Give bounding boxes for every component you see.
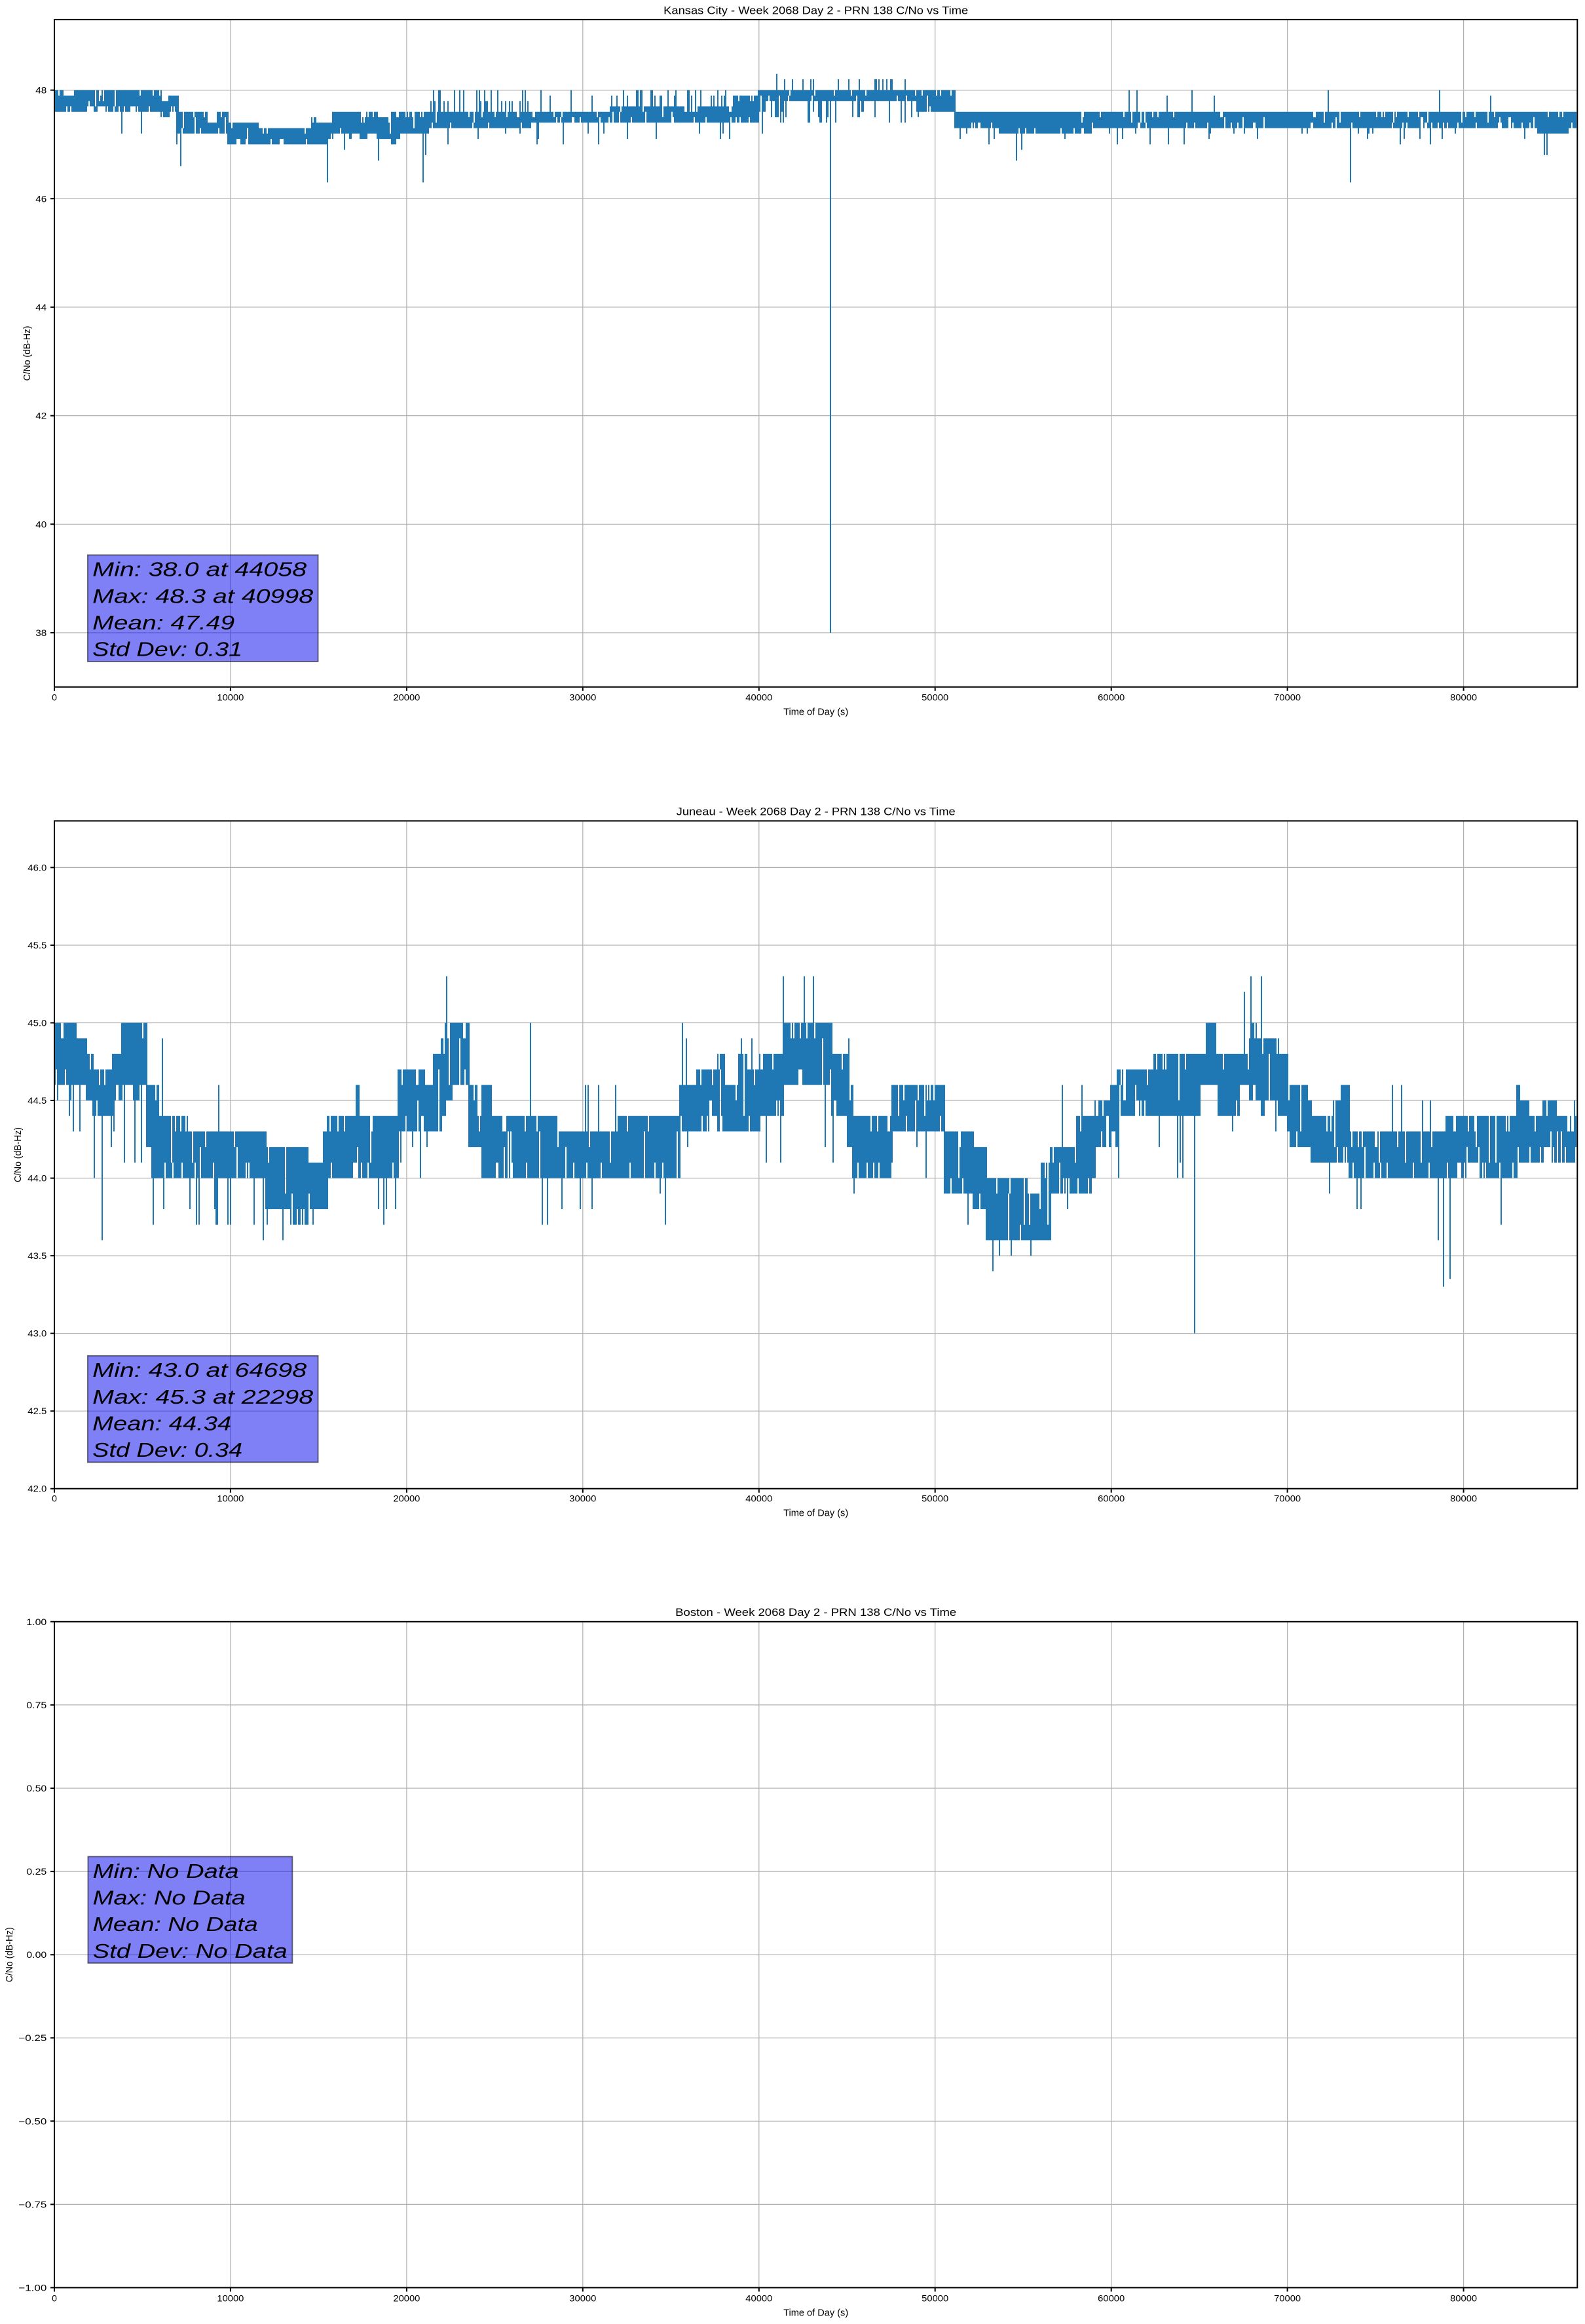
svg-text:Time of Day (s): Time of Day (s) xyxy=(783,707,848,718)
svg-text:70000: 70000 xyxy=(1274,1493,1301,1504)
svg-text:48: 48 xyxy=(35,85,47,96)
svg-text:46.0: 46.0 xyxy=(28,862,47,872)
svg-text:0.00: 0.00 xyxy=(26,1949,47,1960)
svg-text:Mean: 47.49: Mean: 47.49 xyxy=(92,612,234,634)
svg-text:Max: 45.3 at 22298: Max: 45.3 at 22298 xyxy=(92,1386,313,1408)
svg-text:42.5: 42.5 xyxy=(28,1406,47,1416)
svg-text:−0.50: −0.50 xyxy=(18,2116,47,2126)
svg-text:10000: 10000 xyxy=(217,2293,244,2304)
svg-text:44: 44 xyxy=(35,302,47,312)
svg-text:20000: 20000 xyxy=(393,692,420,703)
svg-text:80000: 80000 xyxy=(1450,1493,1477,1504)
svg-text:C/No (dB-Hz): C/No (dB-Hz) xyxy=(22,326,33,381)
svg-text:42.0: 42.0 xyxy=(28,1484,47,1494)
svg-text:60000: 60000 xyxy=(1098,2293,1125,2304)
svg-text:Max: 48.3 at 40998: Max: 48.3 at 40998 xyxy=(92,585,313,607)
svg-text:10000: 10000 xyxy=(217,1493,244,1504)
svg-text:30000: 30000 xyxy=(569,2293,596,2304)
svg-text:46: 46 xyxy=(35,193,47,204)
svg-text:Juneau - Week 2068 Day 2 - PRN: Juneau - Week 2068 Day 2 - PRN 138 C/No … xyxy=(677,806,956,818)
svg-text:70000: 70000 xyxy=(1274,2293,1301,2304)
svg-text:0: 0 xyxy=(52,2293,57,2304)
svg-text:44.5: 44.5 xyxy=(28,1095,47,1106)
svg-text:Time of Day (s): Time of Day (s) xyxy=(783,1509,848,1519)
svg-text:Mean: 44.34: Mean: 44.34 xyxy=(92,1413,231,1435)
svg-text:40000: 40000 xyxy=(745,1493,772,1504)
svg-text:Std Dev: No Data: Std Dev: No Data xyxy=(93,1940,288,1962)
svg-text:45.0: 45.0 xyxy=(28,1018,47,1028)
svg-text:50000: 50000 xyxy=(922,2293,948,2304)
svg-text:40000: 40000 xyxy=(745,2293,772,2304)
svg-text:42: 42 xyxy=(35,411,47,421)
svg-text:Min: No Data: Min: No Data xyxy=(93,1860,239,1883)
svg-text:70000: 70000 xyxy=(1274,692,1301,703)
svg-text:Boston - Week 2068 Day 2 - PRN: Boston - Week 2068 Day 2 - PRN 138 C/No … xyxy=(675,1606,956,1619)
svg-text:20000: 20000 xyxy=(393,2293,420,2304)
svg-text:80000: 80000 xyxy=(1450,692,1477,703)
svg-text:Mean: No Data: Mean: No Data xyxy=(93,1913,258,1936)
svg-text:80000: 80000 xyxy=(1450,2293,1477,2304)
svg-text:50000: 50000 xyxy=(922,692,948,703)
svg-text:20000: 20000 xyxy=(393,1493,420,1504)
svg-text:−0.75: −0.75 xyxy=(18,2199,47,2209)
svg-text:0.25: 0.25 xyxy=(26,1866,47,1877)
svg-text:−0.25: −0.25 xyxy=(18,2033,47,2043)
svg-text:Time of Day (s): Time of Day (s) xyxy=(783,2308,848,2319)
svg-text:30000: 30000 xyxy=(569,1493,596,1504)
svg-text:40: 40 xyxy=(35,519,47,529)
svg-text:0: 0 xyxy=(52,692,57,703)
svg-text:38: 38 xyxy=(35,628,47,638)
svg-text:60000: 60000 xyxy=(1098,692,1125,703)
svg-text:C/No (dB-Hz): C/No (dB-Hz) xyxy=(5,1927,15,1982)
svg-text:0.75: 0.75 xyxy=(26,1700,47,1710)
svg-text:44.0: 44.0 xyxy=(28,1173,47,1184)
svg-text:40000: 40000 xyxy=(745,692,772,703)
svg-text:Kansas City - Week 2068 Day 2: Kansas City - Week 2068 Day 2 - PRN 138 … xyxy=(663,5,968,17)
svg-text:Min: 43.0 at 64698: Min: 43.0 at 64698 xyxy=(92,1359,307,1381)
svg-text:60000: 60000 xyxy=(1098,1493,1125,1504)
svg-text:Min: 38.0 at 44058: Min: 38.0 at 44058 xyxy=(92,559,307,581)
svg-text:30000: 30000 xyxy=(569,692,596,703)
svg-text:50000: 50000 xyxy=(922,1493,948,1504)
svg-text:0: 0 xyxy=(52,1493,57,1504)
svg-text:Max: No Data: Max: No Data xyxy=(93,1887,246,1909)
svg-text:43.5: 43.5 xyxy=(28,1250,47,1261)
svg-text:C/No (dB-Hz): C/No (dB-Hz) xyxy=(13,1127,24,1182)
svg-text:Std Dev: 0.34: Std Dev: 0.34 xyxy=(92,1439,242,1461)
svg-text:43.0: 43.0 xyxy=(28,1328,47,1339)
svg-text:45.5: 45.5 xyxy=(28,940,47,950)
svg-text:1.00: 1.00 xyxy=(26,1617,47,1627)
svg-text:10000: 10000 xyxy=(217,692,244,703)
svg-text:0.50: 0.50 xyxy=(26,1783,47,1793)
svg-text:−1.00: −1.00 xyxy=(18,2283,47,2293)
svg-text:Std Dev: 0.31: Std Dev: 0.31 xyxy=(92,639,242,661)
